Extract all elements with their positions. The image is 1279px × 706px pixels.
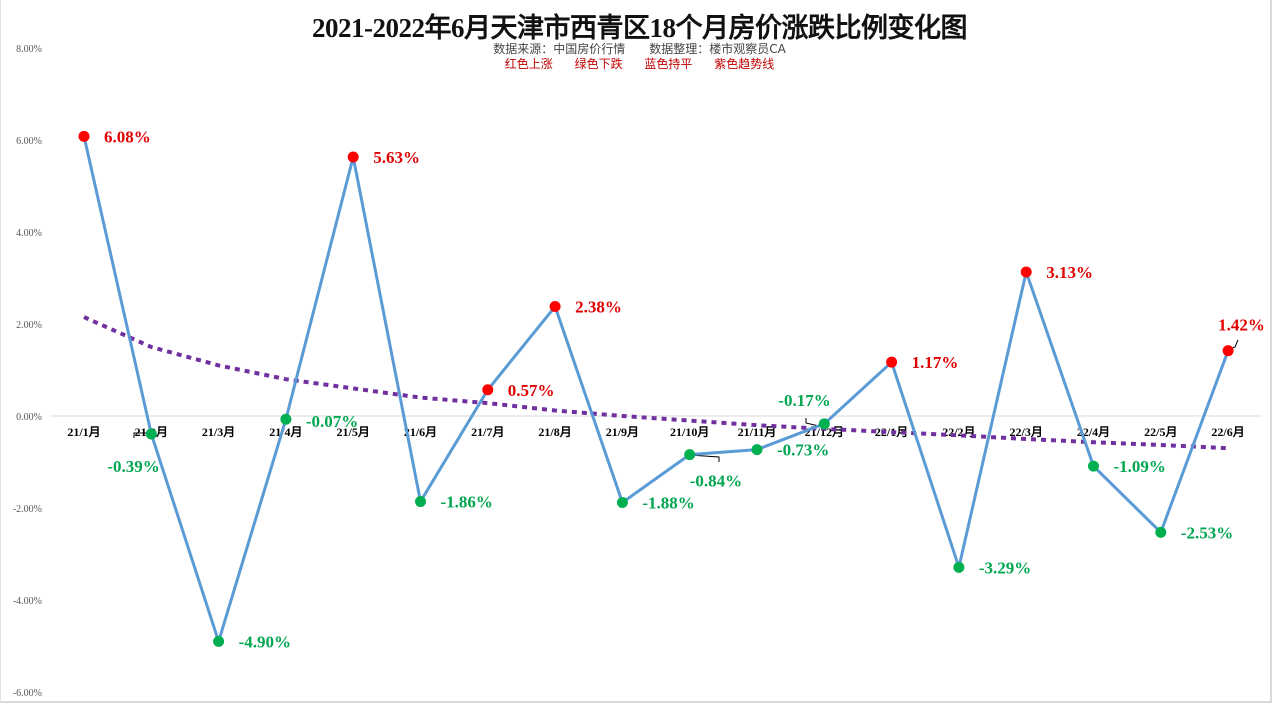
data-labels: 6.08% -0.39% -4.90% -0.07% 5.63% -1.86% 0.57% 2… <box>104 127 1265 651</box>
data-label: 1.42% <box>1218 316 1265 335</box>
x-tick-label: 21/3月 <box>202 425 235 439</box>
y-tick-label: -4.00% <box>13 596 42 607</box>
data-point <box>684 449 696 461</box>
x-tick-label: 21/1月 <box>67 425 100 439</box>
x-tick-label: 21/6月 <box>404 425 437 439</box>
x-tick-label: 22/4月 <box>1077 425 1110 439</box>
x-tick-label: 22/3月 <box>1010 425 1043 439</box>
x-tick-label: 21/11月 <box>738 425 777 439</box>
data-point <box>347 151 359 163</box>
data-label: 3.13% <box>1046 263 1093 282</box>
data-label: -1.86% <box>441 493 493 512</box>
data-point <box>1155 526 1167 538</box>
data-label: -1.09% <box>1114 457 1166 476</box>
data-point <box>78 130 90 142</box>
y-tick-label: 0.00% <box>16 412 42 423</box>
data-label: -4.90% <box>239 632 291 651</box>
data-label: -3.29% <box>979 558 1031 577</box>
data-line <box>82 135 1230 643</box>
data-point <box>1020 266 1032 278</box>
x-tick-label: 21/5月 <box>337 425 370 439</box>
leader-line <box>133 432 151 438</box>
data-label: 1.17% <box>912 353 959 372</box>
x-axis: 21/1月21/2月21/3月21/4月21/5月21/6月21/7月21/8月… <box>67 425 1244 439</box>
data-point <box>145 428 157 440</box>
x-tick-label: 22/2月 <box>942 425 975 439</box>
x-tick-label: 21/9月 <box>606 425 639 439</box>
data-label: -0.73% <box>777 441 829 460</box>
data-point <box>415 496 426 508</box>
y-tick-label: -6.00% <box>13 688 42 699</box>
legend-trend: 紫色趋势线 <box>714 57 775 71</box>
legend-up: 红色上涨 <box>504 57 553 71</box>
x-tick-label: 21/8月 <box>538 425 571 439</box>
data-label: -0.84% <box>690 472 742 491</box>
data-label: -2.53% <box>1181 523 1233 542</box>
trend-line <box>83 315 1229 451</box>
data-point <box>818 418 830 430</box>
data-point <box>1088 460 1099 472</box>
data-label: 2.38% <box>575 298 622 317</box>
chart-subtitle: 数据来源：中国房价行情 数据整理：楼市观察员CA <box>493 42 786 56</box>
x-tick-label: 22/5月 <box>1144 425 1177 439</box>
x-tick-label: 21/7月 <box>471 425 504 439</box>
leader-line <box>688 454 720 462</box>
data-point <box>280 413 292 425</box>
leader-lines <box>133 339 1239 462</box>
data-label: -1.88% <box>642 493 694 512</box>
data-point <box>616 496 628 508</box>
data-points <box>78 130 1234 647</box>
data-label: 6.08% <box>104 127 151 146</box>
data-label: 0.57% <box>508 381 555 400</box>
data-label: -0.07% <box>306 412 358 431</box>
data-label: -0.39% <box>107 457 159 476</box>
legend: 红色上涨 绿色下跌 蓝色持平 紫色趋势线 <box>0 55 1279 72</box>
data-point <box>886 356 898 368</box>
data-point <box>953 561 965 573</box>
chart-title: 2021-2022年6月天津市西青区18个月房价涨跌比例变化图 <box>312 13 968 43</box>
data-point <box>482 384 494 396</box>
y-tick-label: 6.00% <box>16 136 42 147</box>
data-point <box>213 635 225 647</box>
x-tick-label: 21/10月 <box>670 425 709 439</box>
data-label: 5.63% <box>373 148 420 167</box>
data-point <box>751 444 763 456</box>
x-tick-label: 21/4月 <box>269 425 302 439</box>
data-point <box>549 301 561 313</box>
y-tick-label: -2.00% <box>13 504 42 515</box>
data-label: -0.17% <box>778 391 830 410</box>
legend-flat: 蓝色持平 <box>644 57 693 71</box>
y-tick-label: 8.00% <box>16 44 42 55</box>
x-tick-label: 22/6月 <box>1211 425 1244 439</box>
y-tick-label: 2.00% <box>16 320 42 331</box>
y-tick-label: 4.00% <box>16 228 42 239</box>
legend-down: 绿色下跌 <box>574 57 623 71</box>
y-axis: 8.00% 6.00% 4.00% 2.00% 0.00% -2.00% -4.00% -6.… <box>13 44 42 699</box>
data-point <box>1222 345 1234 357</box>
